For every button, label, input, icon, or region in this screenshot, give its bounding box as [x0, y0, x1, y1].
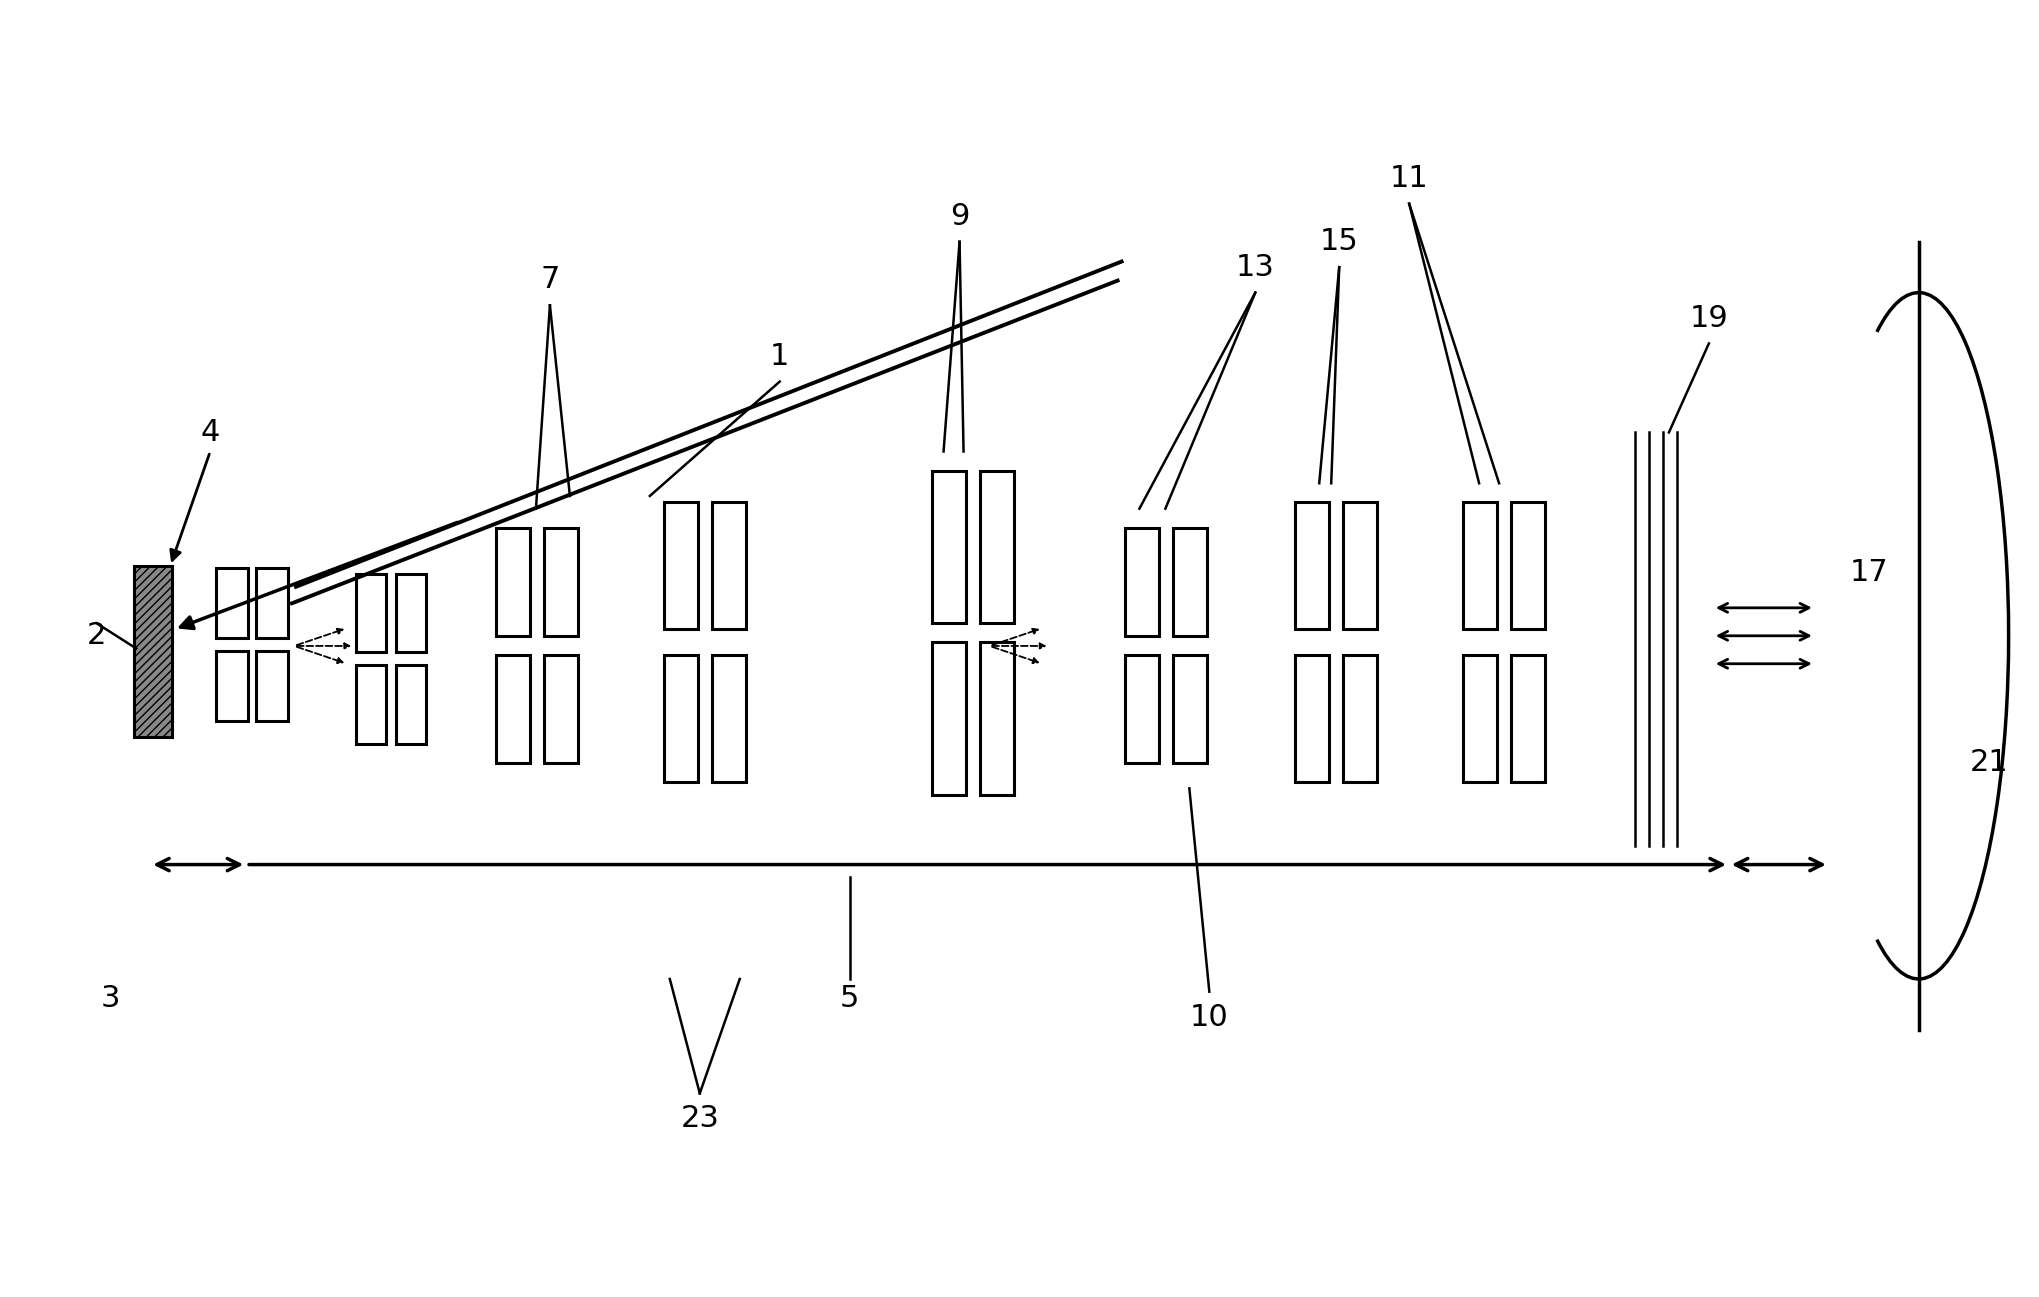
Text: 17: 17: [1849, 558, 1888, 586]
Bar: [257, 651, 287, 721]
Bar: [932, 471, 966, 623]
Bar: [396, 573, 426, 652]
Bar: [1511, 502, 1546, 629]
Bar: [495, 528, 530, 636]
Bar: [1295, 502, 1329, 629]
Bar: [1344, 502, 1376, 629]
Text: 5: 5: [840, 983, 858, 1013]
Text: 23: 23: [681, 1104, 720, 1134]
Text: 13: 13: [1236, 253, 1274, 281]
Bar: [1126, 655, 1160, 763]
Bar: [1126, 528, 1160, 636]
Bar: [135, 565, 171, 738]
Bar: [257, 568, 287, 638]
Bar: [979, 642, 1013, 795]
Text: 7: 7: [540, 266, 559, 294]
Bar: [216, 568, 249, 638]
Text: 21: 21: [1970, 748, 2008, 777]
Bar: [665, 655, 697, 782]
Bar: [544, 655, 577, 763]
Bar: [544, 528, 577, 636]
Bar: [1295, 655, 1329, 782]
Bar: [712, 655, 746, 782]
Text: 1: 1: [771, 341, 789, 371]
Bar: [357, 665, 385, 744]
Bar: [1172, 528, 1207, 636]
Bar: [979, 471, 1013, 623]
Bar: [665, 502, 697, 629]
Bar: [1464, 502, 1497, 629]
Bar: [216, 651, 249, 721]
Text: 10: 10: [1191, 1003, 1230, 1031]
Bar: [1172, 655, 1207, 763]
Text: 4: 4: [200, 418, 220, 447]
Bar: [396, 665, 426, 744]
Bar: [1344, 655, 1376, 782]
Text: 9: 9: [950, 202, 969, 231]
Text: 11: 11: [1391, 163, 1429, 193]
Bar: [932, 642, 966, 795]
Bar: [712, 502, 746, 629]
Bar: [357, 573, 385, 652]
Bar: [1511, 655, 1546, 782]
Text: 15: 15: [1319, 227, 1358, 257]
Text: 2: 2: [86, 621, 106, 650]
Text: 3: 3: [100, 983, 120, 1013]
Bar: [1464, 655, 1497, 782]
Text: 19: 19: [1690, 303, 1729, 332]
Bar: [495, 655, 530, 763]
